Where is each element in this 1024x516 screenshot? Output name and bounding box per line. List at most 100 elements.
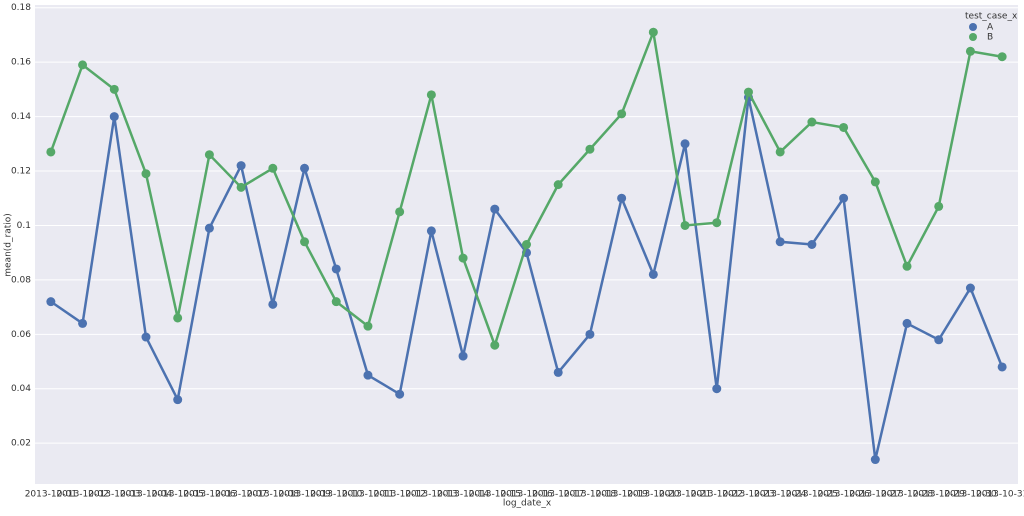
point bbox=[807, 117, 817, 127]
x-tick-label: 2013-10-10 bbox=[310, 490, 363, 500]
point bbox=[617, 109, 627, 119]
point bbox=[426, 226, 436, 236]
point bbox=[331, 264, 341, 274]
x-tick-label: 2013-10-02 bbox=[56, 490, 108, 500]
legend-marker bbox=[969, 33, 977, 41]
x-tick-label: 2013-10-03 bbox=[88, 490, 140, 500]
point bbox=[268, 163, 278, 173]
point bbox=[395, 207, 405, 217]
y-tick-label: 0.1 bbox=[17, 221, 31, 231]
x-tick-label: 2013-10-27 bbox=[849, 490, 901, 500]
point bbox=[743, 87, 753, 97]
point bbox=[490, 340, 500, 350]
point bbox=[173, 313, 183, 323]
point bbox=[997, 52, 1007, 62]
point bbox=[46, 147, 56, 157]
point bbox=[680, 139, 690, 149]
x-tick-label: 2013-10-14 bbox=[437, 490, 490, 500]
x-tick-label: 2013-10-07 bbox=[215, 490, 267, 500]
point bbox=[300, 163, 310, 173]
x-tick-label: 2013-10-20 bbox=[627, 490, 680, 500]
point bbox=[712, 218, 722, 228]
y-tick-label: 0.04 bbox=[11, 384, 31, 394]
x-tick-label: 2013-10-31 bbox=[976, 490, 1024, 500]
point bbox=[553, 367, 563, 377]
x-tick-label: 2013-10-30 bbox=[944, 490, 997, 500]
point bbox=[522, 240, 531, 249]
point bbox=[934, 201, 944, 211]
point bbox=[839, 193, 849, 203]
x-tick-label: 2013-10-23 bbox=[722, 490, 774, 500]
point bbox=[395, 389, 405, 399]
point bbox=[997, 362, 1007, 372]
point bbox=[204, 223, 214, 233]
x-tick-label: 2013-10-08 bbox=[247, 490, 300, 500]
legend-title: test_case_x bbox=[965, 12, 1018, 22]
x-tick-label: 2013-10-13 bbox=[405, 490, 457, 500]
point bbox=[204, 150, 214, 160]
point bbox=[712, 384, 722, 394]
point bbox=[775, 147, 785, 157]
point bbox=[46, 297, 56, 307]
point bbox=[363, 370, 373, 380]
point bbox=[870, 455, 880, 465]
y-tick-label: 0.08 bbox=[11, 275, 31, 285]
point bbox=[585, 144, 595, 154]
point bbox=[965, 46, 975, 56]
y-tick-label: 0.14 bbox=[11, 112, 31, 122]
x-tick-label: 2013-10-19 bbox=[595, 490, 648, 500]
point bbox=[426, 90, 436, 100]
point bbox=[141, 169, 151, 179]
x-tick-label: 2013-10-05 bbox=[152, 490, 204, 500]
x-tick-label: 2013-10-25 bbox=[786, 490, 838, 500]
point bbox=[78, 318, 88, 328]
x-tick-label: 2013-10-26 bbox=[817, 490, 870, 500]
x-tick-label: 2013-10-04 bbox=[120, 490, 173, 500]
point bbox=[585, 329, 595, 339]
point bbox=[902, 318, 912, 328]
point bbox=[490, 204, 500, 214]
point bbox=[807, 240, 817, 249]
x-tick-label: 2013-10-15 bbox=[469, 490, 521, 500]
y-tick-label: 0.02 bbox=[11, 439, 31, 449]
legend-label: B bbox=[987, 33, 993, 43]
x-tick-label: 2013-10-06 bbox=[183, 490, 236, 500]
point bbox=[870, 177, 880, 187]
x-tick-label: 2013-10-18 bbox=[564, 490, 617, 500]
x-tick-label: 2013-10-11 bbox=[342, 490, 394, 500]
point bbox=[300, 237, 310, 247]
point bbox=[680, 220, 690, 230]
point bbox=[839, 122, 849, 132]
point bbox=[648, 27, 658, 37]
point bbox=[965, 283, 975, 293]
point bbox=[141, 332, 151, 342]
x-tick-label: 2013-10-17 bbox=[532, 490, 584, 500]
point bbox=[553, 180, 563, 190]
x-tick-label: 2013-10-21 bbox=[659, 490, 711, 500]
y-tick-label: 0.06 bbox=[11, 330, 31, 340]
x-tick-label: 2013-10-09 bbox=[278, 490, 331, 500]
x-tick-label: 2013-10-29 bbox=[913, 490, 966, 500]
legend-marker bbox=[969, 23, 977, 31]
point bbox=[173, 395, 183, 405]
x-tick-label: 2013-10-12 bbox=[374, 490, 426, 500]
point bbox=[902, 261, 912, 271]
point bbox=[934, 335, 944, 345]
point bbox=[648, 269, 658, 279]
point bbox=[617, 193, 627, 203]
point bbox=[268, 299, 278, 309]
x-tick-label: 2013-10-24 bbox=[754, 490, 807, 500]
x-tick-label: 2013-10-01 bbox=[25, 490, 77, 500]
y-axis-label: mean(d_ratio) bbox=[4, 213, 14, 277]
point bbox=[236, 161, 246, 171]
point bbox=[236, 182, 246, 192]
point bbox=[331, 297, 341, 307]
x-tick-label: 2013-10-28 bbox=[881, 490, 934, 500]
point bbox=[363, 321, 373, 331]
x-axis-label: log_date_x bbox=[503, 499, 552, 509]
point bbox=[109, 84, 119, 94]
legend-label: A bbox=[987, 23, 994, 33]
x-tick-label: 2013-10-16 bbox=[500, 490, 553, 500]
point bbox=[458, 253, 468, 263]
